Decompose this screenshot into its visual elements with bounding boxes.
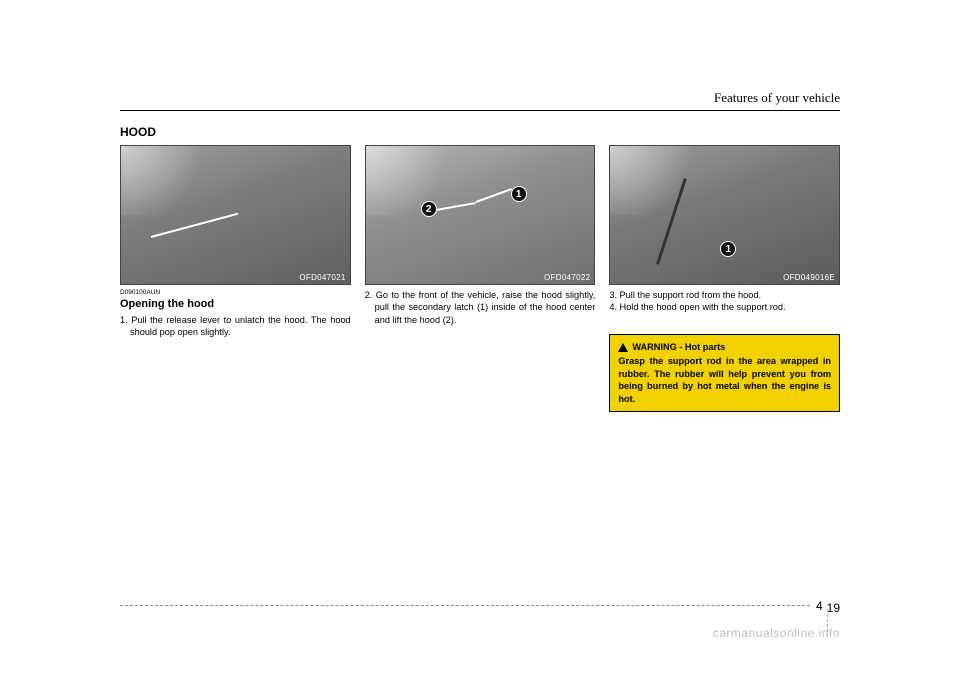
page-number-box: 4 19 (812, 601, 840, 615)
figure-1-highlight (120, 145, 235, 215)
figure-1: OFD047021 (120, 145, 351, 285)
section-title: HOOD (120, 125, 840, 139)
section-number: 4 (816, 599, 823, 613)
header-rule (120, 110, 840, 111)
figure-2-callout-2: 2 (421, 201, 437, 217)
page-footer: 4 19 (120, 605, 840, 606)
column-1: OFD047021 D090100AUN Opening the hood 1.… (120, 145, 351, 412)
figure-3-callout-1: 1 (720, 241, 736, 257)
watermark: carmanualsonline.info (713, 626, 840, 640)
header-category: Features of your vehicle (714, 90, 840, 106)
figure-2-callout-1: 1 (511, 186, 527, 202)
column-3: 1 OFD049016E 3. Pull the support rod fro… (609, 145, 840, 412)
figure-3-highlight (609, 145, 724, 215)
warning-icon (618, 343, 628, 352)
figure-2-leader-b (475, 188, 511, 203)
page-content: Features of your vehicle HOOD OFD047021 … (120, 90, 840, 412)
figure-1-leader (151, 213, 238, 238)
page-header: Features of your vehicle (120, 90, 840, 110)
subheading-opening: Opening the hood (120, 298, 351, 310)
column-layout: OFD047021 D090100AUN Opening the hood 1.… (120, 145, 840, 412)
figure-3-caption: OFD049016E (783, 273, 835, 282)
figure-2: 1 2 OFD047022 (365, 145, 596, 285)
page-number: 19 (827, 601, 840, 615)
warning-box: WARNING - Hot parts Grasp the support ro… (609, 334, 840, 412)
figure-2-caption: OFD047022 (544, 273, 590, 282)
warning-body: Grasp the support rod in the area wrappe… (618, 355, 831, 405)
figure-3: 1 OFD049016E (609, 145, 840, 285)
step-2-text: 2. Go to the front of the vehicle, raise… (365, 289, 596, 326)
warning-title: WARNING - Hot parts (618, 341, 831, 353)
warning-label: WARNING - Hot parts (632, 341, 725, 353)
footer-rule (120, 605, 840, 606)
doc-id: D090100AUN (120, 289, 351, 296)
step-1-text: 1. Pull the release lever to unlatch the… (120, 314, 351, 339)
steps-3-4-text: 3. Pull the support rod from the hood. 4… (609, 289, 840, 314)
column-2: 1 2 OFD047022 2. Go to the front of the … (365, 145, 596, 412)
figure-1-caption: OFD047021 (299, 273, 345, 282)
